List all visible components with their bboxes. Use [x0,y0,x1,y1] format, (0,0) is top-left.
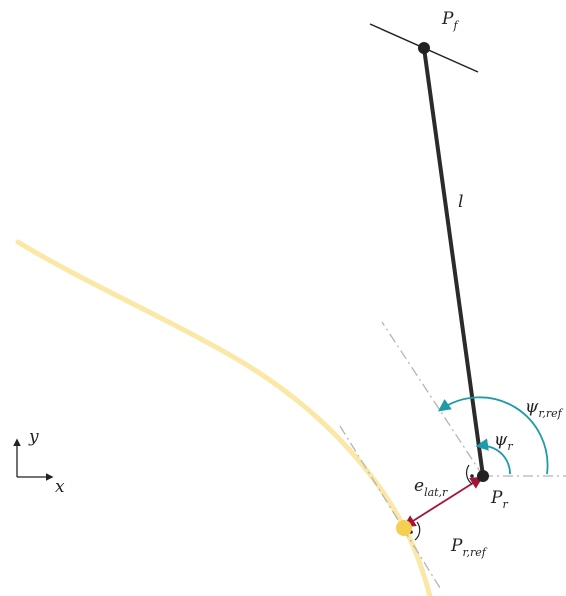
reference-heading-angle-label: ψr,ref [525,397,564,420]
front-point [418,42,430,54]
axis-x-label: x [55,477,65,497]
vehicle-body-rod [422,46,485,478]
path-tangent-line [339,425,441,589]
reference-heading-angle-arc [437,396,549,475]
right-angle-marker-icon [465,464,474,485]
axis-y-label: y [28,427,39,447]
reference-path [15,239,433,596]
coordinate-frame-icon [13,438,54,481]
heading-angle-arc [475,438,511,475]
heading-angle-label: ψr [494,430,513,453]
rear-point [477,470,489,482]
lateral-error-vector [402,476,484,528]
front-point-label: Pf [441,9,459,32]
length-label: l [458,192,463,212]
reference-point-marker [396,520,412,536]
reference-point-label: Pr,ref [450,536,488,559]
lateral-error-label: elat,r [414,476,448,499]
rear-point-label: Pr [490,488,508,511]
